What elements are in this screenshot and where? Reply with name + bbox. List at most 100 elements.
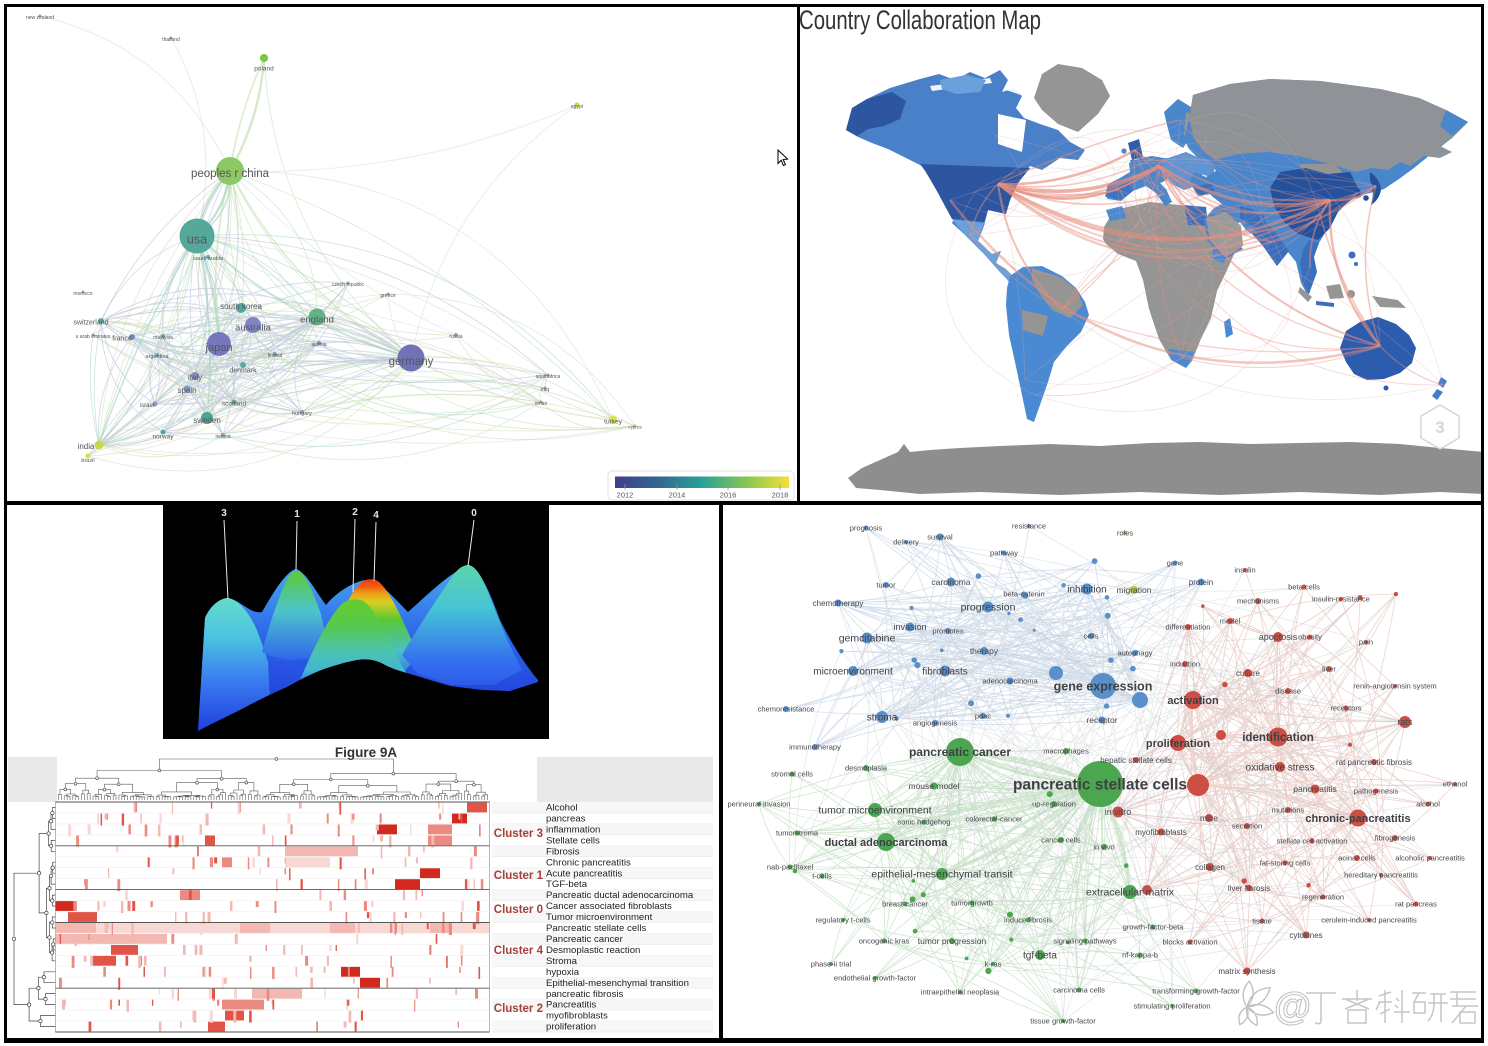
- svg-text:tumor progression: tumor progression: [918, 936, 987, 946]
- svg-text:Alcohol: Alcohol: [546, 803, 577, 814]
- svg-text:tumor microenvironment: tumor microenvironment: [818, 805, 931, 817]
- svg-text:pancreatic fibrosis: pancreatic fibrosis: [546, 989, 624, 1000]
- svg-text:malaysia: malaysia: [153, 335, 173, 341]
- svg-text:transforming growth-factor: transforming growth-factor: [1152, 987, 1240, 996]
- svg-text:southafrica: southafrica: [536, 374, 561, 380]
- svg-text:pancreas: pancreas: [546, 814, 586, 825]
- svg-text:carcinoma cells: carcinoma cells: [1053, 986, 1105, 995]
- svg-text:secretion: secretion: [1232, 822, 1262, 831]
- svg-text:1: 1: [294, 509, 300, 520]
- svg-text:regulatory t-cells: regulatory t-cells: [815, 916, 870, 925]
- svg-text:cytokines: cytokines: [1289, 931, 1322, 940]
- svg-text:epithelial-mesenchymal transit: epithelial-mesenchymal transit: [871, 869, 1012, 881]
- svg-text:stellate cell activation: stellate cell activation: [1277, 837, 1348, 846]
- svg-text:Fibrosis: Fibrosis: [546, 846, 580, 857]
- svg-text:myofibroblasts: myofibroblasts: [546, 1011, 608, 1022]
- svg-text:Cluster 2: Cluster 2: [494, 1003, 543, 1015]
- svg-text:Pancreatic cancer: Pancreatic cancer: [546, 934, 624, 945]
- svg-text:Tumor microenvironment: Tumor microenvironment: [546, 912, 653, 923]
- svg-text:u arab emirates: u arab emirates: [76, 334, 111, 340]
- svg-text:rats: rats: [1397, 717, 1413, 727]
- svg-text:south korea: south korea: [220, 302, 262, 311]
- svg-text:growth-factor-beta: growth-factor-beta: [1123, 923, 1185, 932]
- svg-text:proliferation: proliferation: [546, 1022, 596, 1033]
- svg-text:proliferation: proliferation: [1146, 738, 1210, 750]
- svg-text:beta-catenin: beta-catenin: [1003, 590, 1044, 599]
- svg-text:carcinoma: carcinoma: [931, 577, 970, 587]
- svg-text:up-regulation: up-regulation: [1032, 800, 1076, 809]
- svg-text:fat-storing cells: fat-storing cells: [1260, 859, 1311, 868]
- svg-text:spain: spain: [177, 386, 196, 395]
- svg-text:stromal cells: stromal cells: [771, 770, 813, 779]
- svg-text:russia: russia: [449, 334, 463, 340]
- svg-text:switzerland: switzerland: [73, 319, 108, 326]
- svg-text:Cluster 4: Cluster 4: [494, 945, 544, 957]
- svg-text:tumor: tumor: [876, 581, 896, 590]
- svg-text:mutations: mutations: [1272, 806, 1305, 815]
- svg-text:czech republic: czech republic: [332, 282, 364, 288]
- svg-text:2014: 2014: [669, 491, 686, 500]
- svg-text:fibrogenesis: fibrogenesis: [1375, 834, 1416, 843]
- svg-text:israel: israel: [140, 403, 154, 409]
- svg-text:new zealand: new zealand: [26, 15, 54, 21]
- svg-text:australia: australia: [235, 322, 272, 333]
- svg-text:chemoresistance: chemoresistance: [758, 705, 815, 714]
- svg-text:mechanisms: mechanisms: [1237, 597, 1279, 606]
- svg-text:obesity: obesity: [1298, 633, 1322, 642]
- svg-text:mice: mice: [1200, 813, 1218, 823]
- svg-text:cyprus: cyprus: [628, 425, 642, 430]
- svg-text:usa: usa: [187, 232, 207, 246]
- svg-text:3: 3: [1435, 418, 1444, 437]
- svg-text:k-ras: k-ras: [985, 960, 1002, 969]
- svg-text:hungary: hungary: [292, 411, 312, 417]
- svg-text:alcohol: alcohol: [1416, 800, 1440, 809]
- svg-text:gene: gene: [1167, 559, 1184, 568]
- svg-text:chronic-pancreatitis: chronic-pancreatitis: [1305, 813, 1410, 825]
- svg-text:t-cells: t-cells: [812, 872, 832, 881]
- svg-text:iraq: iraq: [541, 387, 550, 393]
- svg-text:model: model: [1220, 617, 1241, 626]
- svg-text:Desmoplastic reaction: Desmoplastic reaction: [546, 945, 640, 956]
- svg-text:Cancer associated fibroblasts: Cancer associated fibroblasts: [546, 901, 672, 912]
- svg-text:Cluster 0: Cluster 0: [494, 904, 543, 916]
- svg-text:apoptosis: apoptosis: [1259, 632, 1298, 642]
- svg-text:activation: activation: [1167, 695, 1219, 707]
- svg-text:culture: culture: [1236, 669, 1261, 678]
- svg-text:survival: survival: [927, 533, 953, 542]
- svg-text:nf-kappa-b: nf-kappa-b: [1122, 951, 1158, 960]
- svg-text:beta cells: beta cells: [1288, 583, 1320, 592]
- svg-text:turkey: turkey: [604, 418, 622, 425]
- svg-text:blocks activation: blocks activation: [1162, 938, 1217, 947]
- svg-text:stimulating proliferation: stimulating proliferation: [1133, 1002, 1210, 1011]
- svg-text:receptor: receptor: [1086, 715, 1117, 725]
- svg-text:india: india: [78, 442, 95, 451]
- svg-text:rat pancreatic fibrosis: rat pancreatic fibrosis: [1336, 758, 1412, 767]
- svg-text:prognosis: prognosis: [850, 524, 883, 533]
- svg-text:signaling pathways: signaling pathways: [1053, 937, 1117, 946]
- svg-text:microenvironment: microenvironment: [813, 667, 893, 678]
- svg-text:alcoholic pancreatitis: alcoholic pancreatitis: [1395, 854, 1465, 863]
- svg-text:tumorstroma: tumorstroma: [776, 829, 819, 838]
- svg-text:Stroma: Stroma: [546, 956, 578, 967]
- svg-text:rat pancreas: rat pancreas: [1395, 900, 1437, 909]
- svg-text:oman: oman: [535, 401, 548, 407]
- svg-text:renin-angiotensin system: renin-angiotensin system: [1353, 682, 1436, 691]
- svg-text:2016: 2016: [720, 491, 737, 500]
- svg-text:colorectal-cancer: colorectal-cancer: [965, 815, 1023, 824]
- svg-text:liver fibrosis: liver fibrosis: [1228, 884, 1270, 893]
- svg-text:Country Collaboration Map: Country Collaboration Map: [799, 5, 1041, 35]
- svg-text:acinar cells: acinar cells: [1338, 854, 1376, 863]
- svg-text:egypt: egypt: [571, 104, 584, 110]
- svg-text:pathogenesis: pathogenesis: [1354, 787, 1399, 796]
- svg-text:insulin: insulin: [1234, 566, 1255, 575]
- svg-text:breast-cancer: breast-cancer: [882, 900, 928, 909]
- svg-text:disease: disease: [1275, 687, 1301, 696]
- svg-text:saudi arabia: saudi arabia: [193, 256, 224, 262]
- svg-text:roles: roles: [1117, 529, 1134, 538]
- svg-text:Cluster 3: Cluster 3: [494, 828, 543, 840]
- svg-text:cerulein-induced pancreatitis: cerulein-induced pancreatitis: [1321, 916, 1417, 925]
- svg-text:Cluster 1: Cluster 1: [494, 870, 544, 882]
- svg-text:endothelial growth-factor: endothelial growth-factor: [834, 974, 917, 983]
- svg-text:invasion: invasion: [893, 622, 926, 632]
- svg-text:progression: progression: [961, 602, 1016, 614]
